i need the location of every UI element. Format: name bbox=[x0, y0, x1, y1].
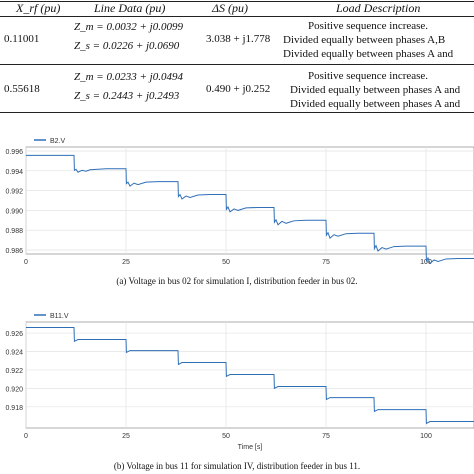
plot-area bbox=[25, 146, 474, 255]
legend-label: B2.V bbox=[50, 138, 66, 145]
x-tick-label: 25 bbox=[122, 259, 130, 266]
x-tick-label: 100 bbox=[420, 433, 432, 440]
y-tick-label: 0.996 bbox=[5, 149, 23, 156]
row1-delta-s: 3.038 + j1.778 bbox=[206, 33, 271, 45]
header-line-data: Line Data (pu) bbox=[94, 1, 166, 15]
row2-delta-s: 0.490 + j0.252 bbox=[206, 83, 271, 95]
x-tick-label: 50 bbox=[222, 259, 230, 266]
y-tick-label: 0.992 bbox=[5, 189, 23, 196]
chart-bus02: 0.996 0.994 0.992 0.990 0.988 0.986 0 25 50 75 100… bbox=[0, 130, 474, 270]
y-tick-label: 0.922 bbox=[5, 368, 23, 375]
chart-bus11: 0.926 0.924 0.922 0.920 0.918 0 25 50 75 100 B11.V… bbox=[0, 302, 474, 452]
row2-load-line3: Divided equally between phases A and bbox=[290, 98, 461, 110]
table-bottom-rule bbox=[0, 112, 474, 113]
header-delta-s: ΔS (pu) bbox=[212, 1, 249, 15]
x-tick-label: 0 bbox=[24, 433, 28, 440]
y-tick-label: 0.920 bbox=[5, 386, 23, 393]
row1-zm: Z_m = 0.0032 + j0.0099 bbox=[74, 21, 183, 33]
y-tick-label: 0.924 bbox=[5, 349, 23, 356]
x-tick-label: 50 bbox=[222, 433, 230, 440]
row1-load-line3: Divided equally between phases A and bbox=[283, 48, 454, 60]
header-load-description: Load Description bbox=[336, 1, 421, 15]
legend: B2.V bbox=[34, 138, 66, 145]
header-xrf: X_rf (pu) bbox=[16, 1, 61, 15]
row2-zm: Z_m = 0.0233 + j0.0494 bbox=[74, 71, 183, 83]
table-top-rule bbox=[0, 1, 474, 2]
y-tick-label: 0.988 bbox=[5, 228, 23, 235]
series-line-b2-v bbox=[26, 154, 474, 265]
row1-zs: Z_s = 0.0226 + j0.0690 bbox=[74, 40, 180, 52]
x-tick-label: 25 bbox=[122, 433, 130, 440]
row1-xrf: 0.11001 bbox=[4, 33, 40, 45]
caption-b: (b) Voltage in bus 11 for simulation IV,… bbox=[113, 461, 361, 471]
results-table: X_rf (pu) Line Data (pu) ΔS (pu) Load De… bbox=[0, 0, 474, 113]
row2-load-line2: Divided equally between phases A and bbox=[290, 84, 461, 96]
x-tick-label: 75 bbox=[322, 259, 330, 266]
row1-load-line2: Divided equally between phases A,B bbox=[283, 34, 446, 46]
table-header-rule bbox=[0, 16, 474, 17]
x-axis-label: Time [s] bbox=[238, 444, 263, 451]
chart-bus11-svg: 0.926 0.924 0.922 0.920 0.918 0 25 50 75 100 B11.V… bbox=[5, 313, 474, 451]
caption-a: (a) Voltage in bus 02 for simulation I, … bbox=[116, 276, 358, 286]
y-tick-label: 0.994 bbox=[5, 169, 23, 176]
row2-zs: Z_s = 0.2443 + j0.2493 bbox=[74, 90, 180, 102]
row2-xrf: 0.55618 bbox=[4, 83, 40, 95]
y-tick-label: 0.990 bbox=[5, 208, 23, 215]
x-tick-label: 75 bbox=[322, 433, 330, 440]
legend-label: B11.V bbox=[50, 313, 69, 320]
row2-load-line1: Positive sequence increase. bbox=[308, 70, 429, 82]
row1-load-line1: Positive sequence increase. bbox=[308, 20, 429, 32]
y-tick-label: 0.986 bbox=[5, 248, 23, 255]
series-line-b11-v bbox=[26, 327, 474, 425]
table-row-rule bbox=[0, 64, 474, 65]
y-tick-label: 0.918 bbox=[5, 405, 23, 412]
x-tick-label: 0 bbox=[24, 259, 28, 266]
legend: B11.V bbox=[34, 313, 69, 320]
y-tick-label: 0.926 bbox=[5, 331, 23, 338]
